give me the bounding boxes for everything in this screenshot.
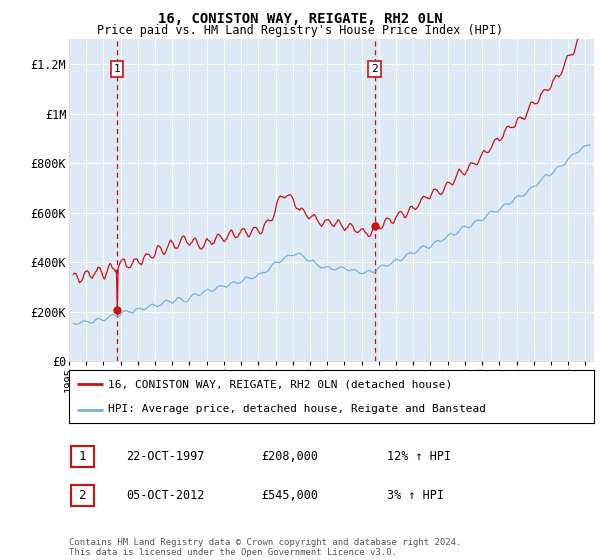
Text: HPI: Average price, detached house, Reigate and Banstead: HPI: Average price, detached house, Reig…	[109, 404, 487, 414]
Text: Contains HM Land Registry data © Crown copyright and database right 2024.
This d: Contains HM Land Registry data © Crown c…	[69, 538, 461, 557]
Text: 1: 1	[114, 64, 121, 74]
Text: 2: 2	[79, 489, 86, 502]
Text: Price paid vs. HM Land Registry's House Price Index (HPI): Price paid vs. HM Land Registry's House …	[97, 24, 503, 36]
Text: 3% ↑ HPI: 3% ↑ HPI	[387, 489, 444, 502]
Text: 05-OCT-2012: 05-OCT-2012	[126, 489, 205, 502]
Text: £545,000: £545,000	[261, 489, 318, 502]
Text: 1: 1	[79, 450, 86, 463]
Text: 16, CONISTON WAY, REIGATE, RH2 0LN (detached house): 16, CONISTON WAY, REIGATE, RH2 0LN (deta…	[109, 380, 452, 390]
Text: £208,000: £208,000	[261, 450, 318, 463]
Text: 22-OCT-1997: 22-OCT-1997	[126, 450, 205, 463]
Text: 16, CONISTON WAY, REIGATE, RH2 0LN: 16, CONISTON WAY, REIGATE, RH2 0LN	[158, 12, 442, 26]
Text: 12% ↑ HPI: 12% ↑ HPI	[387, 450, 451, 463]
Text: 2: 2	[371, 64, 378, 74]
